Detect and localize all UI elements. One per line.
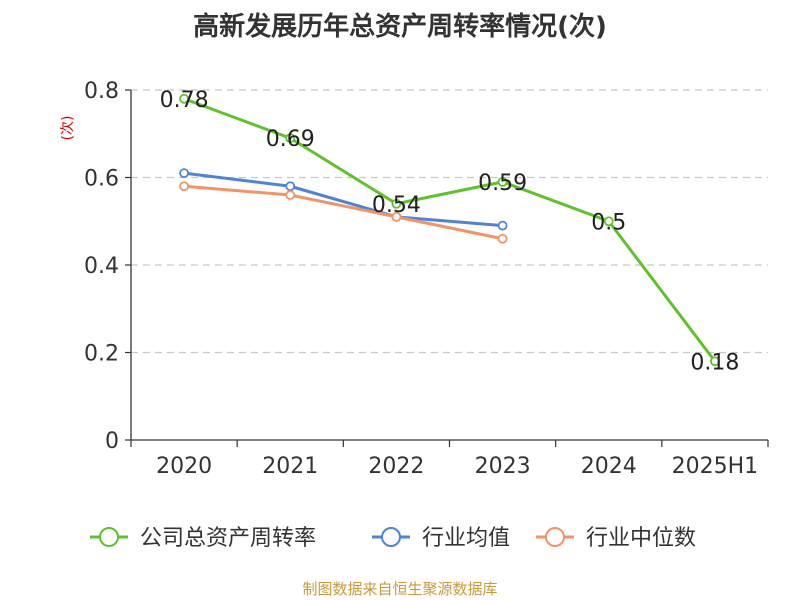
data-point — [391, 198, 402, 209]
data-label: 0.78 — [160, 88, 209, 113]
y-tick-label: 0 — [105, 429, 119, 454]
data-point — [179, 181, 189, 192]
legend-swatch-marker — [545, 527, 565, 547]
chart-title: 高新发展历年总资产周转率情况(次) — [193, 12, 607, 42]
legend-swatch-marker — [99, 527, 119, 547]
data-point — [391, 211, 402, 222]
series-line — [183, 184, 503, 241]
data-point — [603, 216, 614, 227]
legend-label: 公司总资产周转率 — [140, 526, 316, 551]
data-point — [710, 356, 720, 367]
data-point — [179, 168, 189, 179]
x-tick-label: 2020 — [156, 454, 212, 479]
legend-swatch-marker — [381, 527, 401, 547]
legend-item: 公司总资产周转率 — [90, 526, 316, 551]
data-label: 0.54 — [372, 193, 421, 218]
axes: 0 0.2 0.4 0.6 0.8 2020 2021 2022 2023 2024 2025H1 — [84, 79, 769, 479]
x-tick-label: 2024 — [581, 454, 637, 479]
data-point — [497, 233, 508, 244]
data-point — [285, 190, 296, 200]
x-tick-label: 2023 — [475, 454, 531, 479]
y-tick-label: 0.6 — [84, 167, 119, 192]
legend-label: 行业中位数 — [586, 526, 696, 551]
y-tick-label: 0.4 — [84, 254, 119, 279]
data-label: 0.69 — [266, 127, 315, 152]
x-tick-label: 2022 — [368, 454, 424, 479]
legend: 公司总资产周转率 行业均值 行业中位数 — [90, 526, 696, 551]
series-line — [183, 97, 717, 363]
grid-lines — [131, 89, 768, 354]
legend-label: 行业均值 — [422, 526, 510, 551]
y-tick-label: 0.2 — [84, 342, 119, 367]
data-point — [179, 93, 189, 104]
data-point — [497, 220, 508, 231]
data-label: 0.59 — [478, 171, 527, 196]
legend-item: 行业中位数 — [536, 526, 696, 551]
data-label: 0.5 — [591, 210, 626, 235]
x-tick-label: 2021 — [262, 454, 318, 479]
data-point — [285, 133, 296, 144]
series-line — [183, 171, 503, 228]
y-axis-label: (次) — [60, 116, 76, 141]
data-label: 0.18 — [690, 350, 739, 375]
data-labels: 0.78 0.69 0.54 0.59 0.5 0.18 — [160, 88, 740, 376]
data-point — [497, 176, 508, 187]
legend-item: 行业均值 — [372, 526, 510, 551]
source-note: 制图数据来自恒生聚源数据库 — [302, 580, 498, 598]
data-point — [285, 181, 296, 192]
series-lines — [179, 93, 720, 367]
x-tick-label: 2025H1 — [672, 454, 759, 479]
y-tick-label: 0.8 — [84, 79, 119, 104]
